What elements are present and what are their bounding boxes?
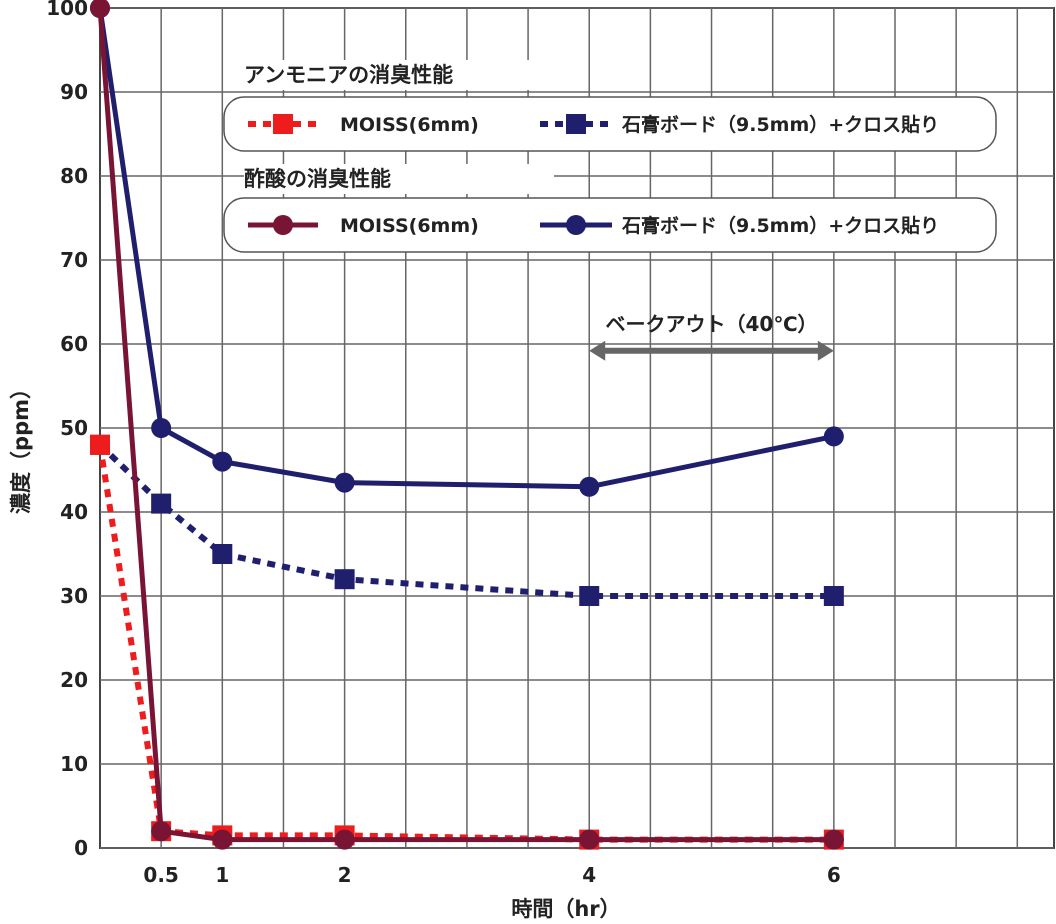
data-point: [212, 451, 233, 472]
data-point: [151, 493, 172, 514]
legend-swatch-marker: [566, 114, 586, 134]
data-point: [212, 829, 233, 850]
data-point: [334, 472, 355, 493]
y-axis-title: 濃度（ppm）: [9, 378, 33, 514]
data-point: [90, 434, 110, 455]
x-axis-ticks: 0.5 1 2 4 6: [143, 863, 840, 887]
legend-heading: アンモニアの消臭性能: [244, 63, 453, 87]
data-point: [579, 586, 600, 606]
bakeout-annotation: ベークアウト（40℃）: [589, 312, 834, 361]
y-tick-label: 100: [46, 0, 88, 20]
data-point: [212, 544, 233, 564]
x-tick-label: 4: [582, 863, 596, 887]
y-tick-label: 40: [60, 500, 88, 524]
legend-label: MOISS(6mm): [340, 215, 479, 237]
legend-box: [223, 96, 997, 152]
data-point: [334, 569, 355, 590]
data-point: [151, 418, 172, 438]
legend-swatch-marker: [273, 114, 293, 134]
x-tick-label: 1: [215, 863, 229, 887]
y-tick-label: 90: [60, 80, 88, 104]
data-point: [823, 426, 844, 447]
y-tick-label: 20: [60, 668, 88, 692]
legend-heading-bg: [244, 164, 554, 194]
series-line: [97, 7, 835, 490]
y-tick-label: 10: [60, 752, 88, 776]
x-tick-label: 0.5: [143, 863, 178, 887]
bakeout-arrow-head-right: [817, 340, 834, 361]
legend-label: MOISS(6mm): [340, 114, 479, 136]
y-tick-label: 0: [74, 836, 88, 860]
x-tick-label: 6: [827, 863, 841, 887]
legend-group-1: 酢酸の消臭性能 MOISS(6mm) 石膏ボード（9.5mm）+クロス貼り: [223, 164, 997, 253]
legend-heading: 酢酸の消臭性能: [244, 167, 391, 191]
data-point: [579, 829, 600, 850]
data-point: [151, 821, 172, 842]
series-line: [97, 442, 834, 599]
bakeout-arrow-head-left: [589, 340, 606, 361]
x-axis-title: 時間（hr）: [511, 897, 620, 921]
y-tick-label: 50: [60, 416, 88, 440]
legend-group-0: アンモニアの消臭性能 MOISS(6mm) 石膏ボード（9.5mm）+クロス貼り: [223, 60, 997, 152]
series-2: [90, 0, 844, 850]
y-tick-label: 30: [60, 584, 88, 608]
data-point: [823, 829, 844, 850]
y-tick-label: 70: [60, 248, 88, 272]
legend-swatch-marker: [566, 215, 586, 235]
legend-swatch-marker: [273, 215, 293, 235]
bakeout-label: ベークアウト（40℃）: [606, 312, 818, 336]
y-tick-label: 80: [60, 164, 88, 188]
series-line: [97, 7, 834, 843]
data-point: [90, 0, 110, 18]
x-tick-label: 2: [338, 863, 352, 887]
legend-label: 石膏ボード（9.5mm）+クロス貼り: [621, 214, 939, 237]
data-point: [823, 586, 844, 606]
data-point: [579, 476, 600, 497]
legend-label: 石膏ボード（9.5mm）+クロス貼り: [621, 113, 939, 136]
data-point: [334, 829, 355, 850]
y-tick-label: 60: [60, 332, 88, 356]
legend-heading-bg: [244, 60, 554, 90]
series-layer: [90, 0, 844, 850]
y-axis-ticks: 0 10 20 30 40 50 60 70 80 90 100: [46, 0, 88, 860]
